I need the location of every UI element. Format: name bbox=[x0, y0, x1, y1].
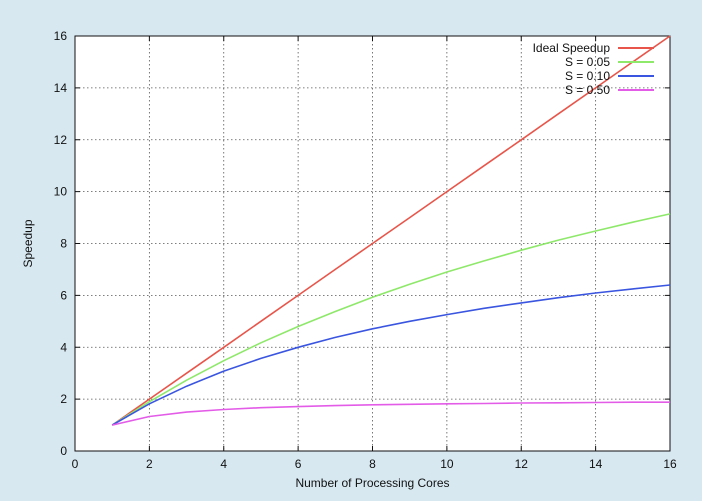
series-line-2 bbox=[111, 284, 671, 426]
legend-label: S = 0.05 bbox=[565, 55, 610, 69]
x-tick-label: 10 bbox=[440, 457, 454, 471]
y-tick-label: 6 bbox=[60, 288, 67, 302]
x-tick-label: 12 bbox=[515, 457, 529, 471]
y-tick-label: 10 bbox=[54, 185, 68, 199]
x-tick-label: 2 bbox=[146, 457, 153, 471]
y-tick-label: 16 bbox=[54, 29, 68, 43]
x-tick-label: 6 bbox=[295, 457, 302, 471]
series-line-0 bbox=[111, 35, 671, 426]
series-line-3 bbox=[112, 401, 670, 426]
x-tick-label: 0 bbox=[72, 457, 79, 471]
y-tick-label: 14 bbox=[54, 81, 68, 95]
x-tick-label: 4 bbox=[220, 457, 227, 471]
legend-label: S = 0.50 bbox=[565, 83, 610, 97]
y-tick-label: 12 bbox=[54, 133, 68, 147]
y-tick-label: 2 bbox=[60, 392, 67, 406]
x-tick-label: 14 bbox=[589, 457, 603, 471]
x-tick-label: 8 bbox=[369, 457, 376, 471]
axes: 0 2 4 6 8 10 12 14 16 0 2 4 6 8 10 12 14 16 bbox=[54, 29, 677, 471]
y-tick-label: 8 bbox=[60, 237, 67, 251]
series-line-1 bbox=[111, 213, 671, 426]
legend-label: Ideal Speedup bbox=[533, 41, 611, 55]
y-tick-label: 0 bbox=[60, 444, 67, 458]
legend-label: S = 0.10 bbox=[565, 69, 610, 83]
x-axis-label: Number of Processing Cores bbox=[295, 476, 449, 490]
y-tick-label: 4 bbox=[60, 340, 67, 354]
x-tick-label: 16 bbox=[663, 457, 677, 471]
y-axis-label: Speedup bbox=[21, 219, 35, 267]
series-lines bbox=[111, 35, 671, 426]
